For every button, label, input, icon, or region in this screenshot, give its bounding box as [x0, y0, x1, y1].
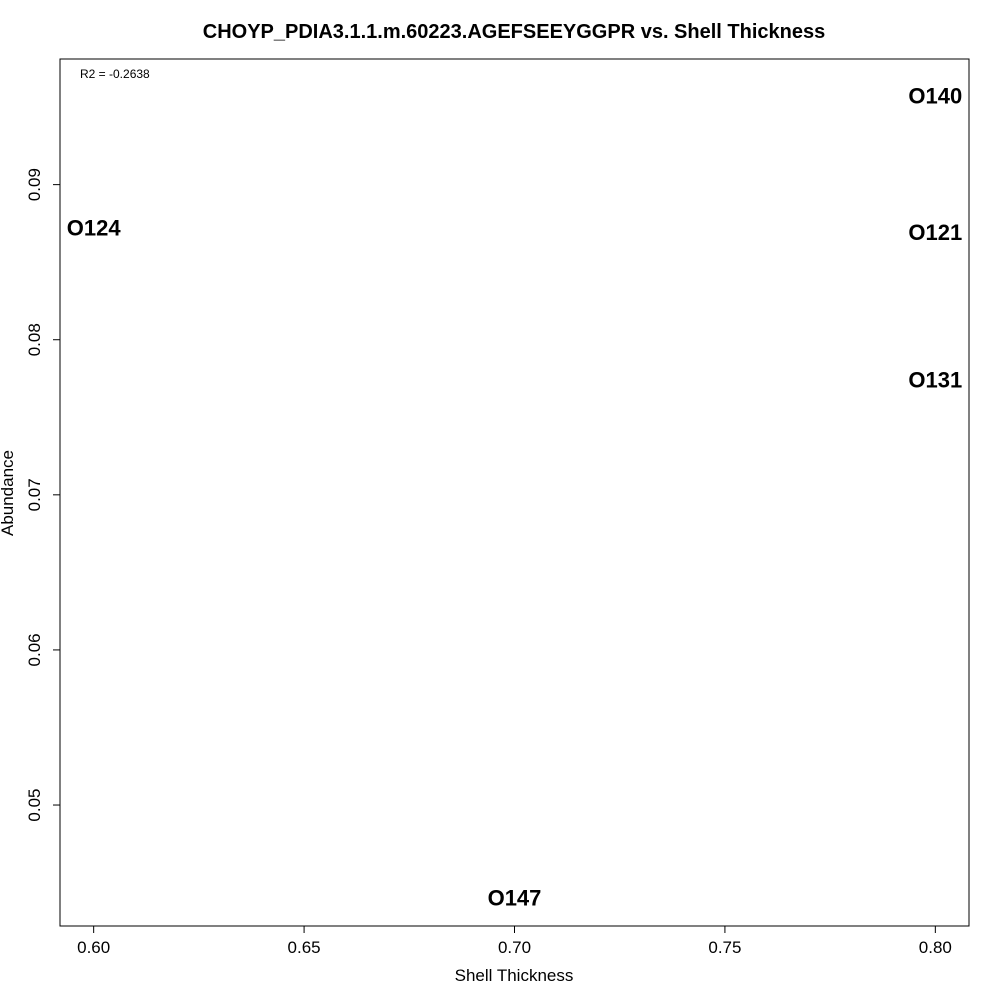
- plot-frame: [59, 58, 970, 927]
- y-tick-label: 0.06: [25, 633, 44, 666]
- y-tick-label: 0.07: [25, 478, 44, 511]
- point-label-o121: O121: [908, 220, 962, 245]
- chart-title: CHOYP_PDIA3.1.1.m.60223.AGEFSEEYGGPR vs.…: [203, 21, 825, 43]
- x-tick-label: 0.60: [77, 938, 110, 957]
- x-tick-label: 0.80: [919, 938, 952, 957]
- point-label-o124: O124: [67, 216, 122, 241]
- point-label-o131: O131: [908, 368, 962, 393]
- x-axis: 0.60 0.65 0.70 0.75 0.80: [77, 925, 952, 957]
- point-labels: O124 O140 O121 O131 O147: [67, 84, 962, 911]
- y-axis: 0.05 0.06 0.07 0.08 0.09: [25, 168, 61, 822]
- x-axis-title: Shell Thickness: [455, 966, 574, 985]
- y-axis-title: Abundance: [0, 450, 17, 536]
- point-label-o147: O147: [488, 886, 542, 911]
- y-tick-label: 0.08: [25, 323, 44, 356]
- y-tick-label: 0.09: [25, 168, 44, 201]
- r2-annotation: R2 = -0.2638: [80, 67, 150, 81]
- x-tick-label: 0.70: [498, 938, 531, 957]
- x-tick-label: 0.65: [288, 938, 321, 957]
- point-label-o140: O140: [908, 84, 962, 109]
- x-tick-label: 0.75: [708, 938, 741, 957]
- y-tick-label: 0.05: [25, 788, 44, 821]
